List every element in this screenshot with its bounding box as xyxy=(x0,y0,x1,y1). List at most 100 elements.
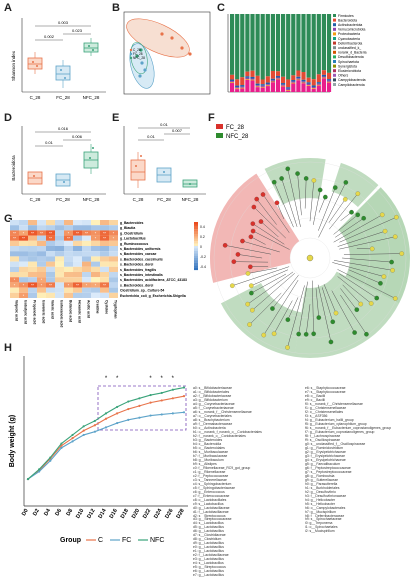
heatmap-cell xyxy=(28,220,37,225)
clade-node xyxy=(304,176,308,180)
stacked-bar-seg xyxy=(301,72,305,80)
heatmap-cell xyxy=(28,277,37,282)
stacked-bar-seg xyxy=(296,77,300,79)
heatmap-cell xyxy=(73,246,82,251)
stacked-bar-seg xyxy=(322,76,326,77)
clade-node xyxy=(389,260,393,264)
clade-node xyxy=(248,265,252,269)
stacked-bar-seg xyxy=(322,70,326,75)
heatmap-cell xyxy=(82,225,91,230)
heatmap-cell xyxy=(19,251,28,256)
stacked-bar-seg xyxy=(307,78,311,83)
heatmap-cell xyxy=(73,241,82,246)
clade-node xyxy=(252,205,256,209)
point-c xyxy=(138,405,140,407)
heatmap-cell xyxy=(28,246,37,251)
heatmap-cell xyxy=(55,288,64,293)
heatmap-col-label: Hexanoic acid xyxy=(78,300,82,323)
heatmap-cell xyxy=(55,277,64,282)
stacked-bar-seg xyxy=(307,86,311,92)
point-c xyxy=(105,418,107,420)
clade-node xyxy=(370,247,374,251)
stacked-bar-seg xyxy=(301,80,305,82)
line-c xyxy=(28,396,184,479)
clade-node xyxy=(261,192,265,196)
stacked-bar-seg xyxy=(286,90,290,91)
lefse-item: e7: g__Lactobacillus xyxy=(193,573,301,577)
heatmap-cell xyxy=(28,293,37,298)
stacked-bar-seg xyxy=(261,87,265,88)
stacked-bar-seg xyxy=(256,84,260,86)
stacked-bar-seg xyxy=(250,77,254,79)
heatmap-cell xyxy=(100,225,109,230)
stacked-bar-seg xyxy=(240,14,244,77)
heatmap-cell xyxy=(91,262,100,267)
stacked-bar-seg xyxy=(301,83,305,84)
heatmap-row-label: s_Bacteroides_dorei xyxy=(120,283,153,287)
stacked-bar-seg xyxy=(322,78,326,92)
stacked-bar-seg xyxy=(256,76,260,84)
stacked-bar-seg xyxy=(235,87,239,88)
clade-node xyxy=(247,322,251,326)
clade-node xyxy=(352,330,356,334)
heatmap-col-label: Tryptophan xyxy=(114,300,118,318)
scale-step xyxy=(194,248,198,251)
heatmap-row-label: s_Bacteroides_intestinalis xyxy=(120,273,163,277)
zoom-box xyxy=(98,386,186,430)
legend-c-item: Actinobacteriota xyxy=(338,23,362,27)
clade-node xyxy=(272,180,276,184)
point-fc xyxy=(49,460,51,462)
clade-root xyxy=(307,255,313,261)
clade-node xyxy=(343,197,347,201)
stacked-bar-seg xyxy=(296,79,300,80)
heatmap-col-label: Butanoic acid xyxy=(69,300,73,322)
point-c xyxy=(71,437,73,439)
stacked-bar-seg xyxy=(281,77,285,83)
heatmap-cell xyxy=(64,262,73,267)
stacked-bar-seg xyxy=(307,84,311,85)
ylabel-bacteroidota: Bacteroidota xyxy=(11,155,16,181)
legend-h-nfc: NFC xyxy=(150,537,164,544)
stacked-bar-seg xyxy=(276,14,280,71)
heatmap-cell xyxy=(73,277,82,282)
stacked-bar-seg xyxy=(307,14,311,78)
heatmap-cell xyxy=(100,251,109,256)
heatmap-cell xyxy=(109,282,118,287)
stacked-bar-seg xyxy=(230,75,234,80)
scale-label: 0.2 xyxy=(200,235,205,239)
legend-c-item: Deferribacterota xyxy=(338,41,362,45)
point-nfc xyxy=(27,478,29,480)
panel-c-stacked-bars: FirmicutesBacteroidotaActinobacteriotaVe… xyxy=(218,8,413,108)
legend-swatch xyxy=(333,37,336,40)
stacked-bar-seg xyxy=(261,88,265,92)
point-fc xyxy=(183,411,185,413)
clade-node xyxy=(296,332,300,336)
xtick-h: D0 xyxy=(21,508,30,517)
scale-step xyxy=(194,260,198,263)
heatmap-cell xyxy=(19,262,28,267)
heatmap-row-label: g_Ruminococcus xyxy=(120,242,148,246)
heatmap-cell xyxy=(37,293,46,298)
clade-node xyxy=(344,180,348,184)
pval-d-2: 0.006 xyxy=(72,134,83,139)
xtick-h: D26 xyxy=(164,508,174,520)
stacked-bar-seg xyxy=(261,80,265,85)
heatmap-cell xyxy=(64,241,73,246)
heatmap-cell xyxy=(10,251,19,256)
xtick-h: D2 xyxy=(32,508,41,517)
legend-h-c: C xyxy=(98,537,103,544)
heatmap-cell xyxy=(64,267,73,272)
pval-a-3: 0.003 xyxy=(58,20,69,25)
heatmap-cell xyxy=(82,267,91,272)
scale-step xyxy=(194,246,198,249)
point-fc xyxy=(116,422,118,424)
stacked-bar-seg xyxy=(291,83,295,84)
stacked-bar-seg xyxy=(256,14,260,76)
stacked-bar-seg xyxy=(312,79,316,85)
stacked-bar-seg xyxy=(281,85,285,86)
point-fc xyxy=(94,431,96,433)
xtick-h: D22 xyxy=(142,508,152,520)
scale-step xyxy=(194,232,198,235)
stacked-bar-seg xyxy=(230,14,234,75)
stacked-bar-seg xyxy=(240,85,244,87)
